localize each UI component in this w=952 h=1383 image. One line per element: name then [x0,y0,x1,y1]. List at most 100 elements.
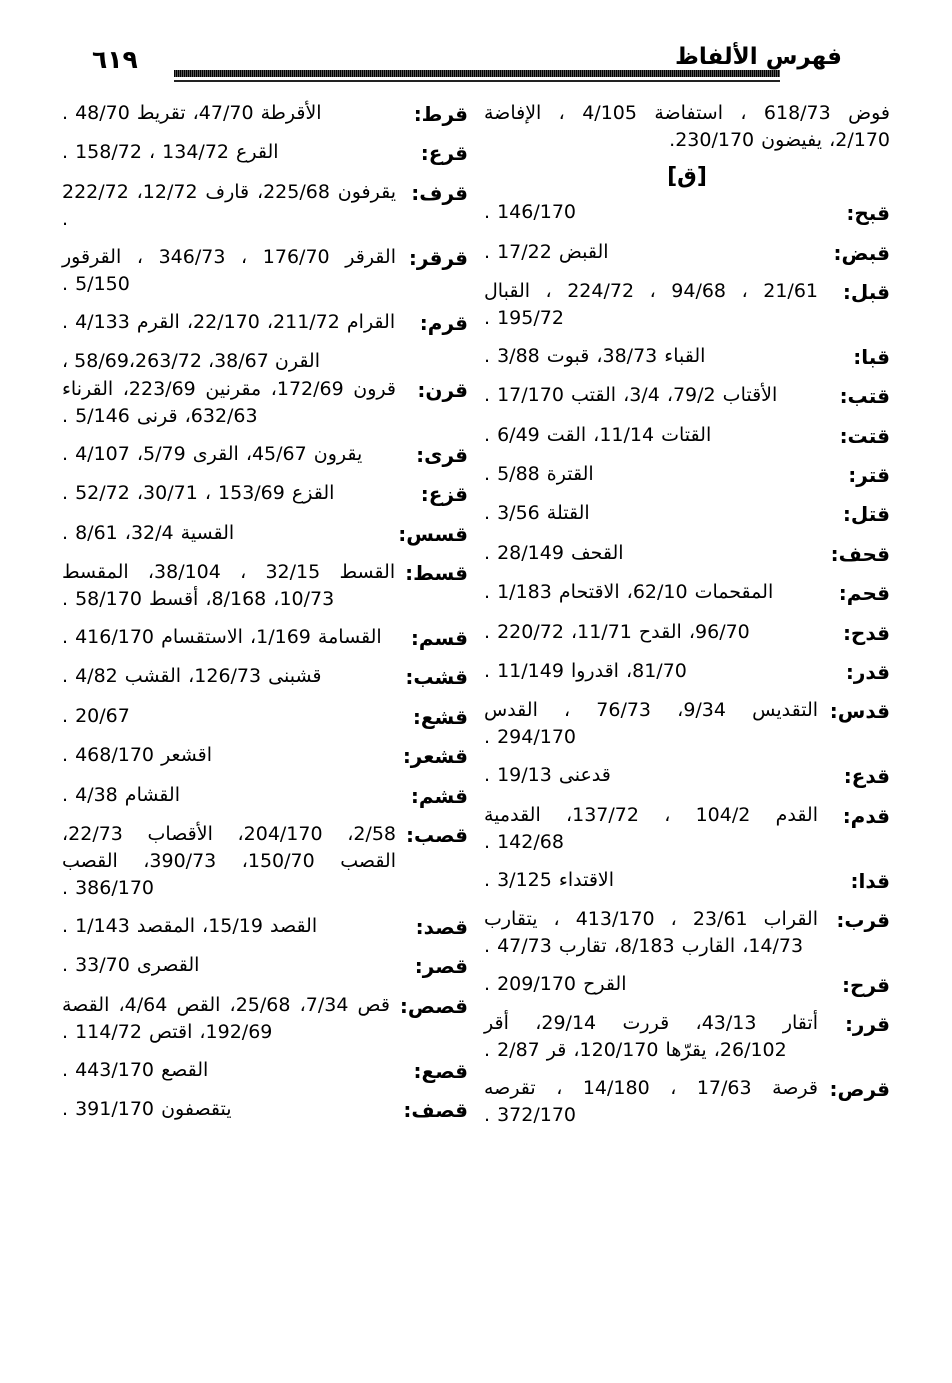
entry-headword: قدم: [842,803,890,828]
page-number: ٦١٩ [92,45,138,74]
entry-references: التقديس 9/34، 76/73 ، القدس 294/170 . [484,699,819,749]
entry-references: الأقتاب 79/2، 3/4، القتب 17/170 . [484,384,778,407]
column-left: قرط: الأقرطة 47/70، تقريط 48/70 . قرع: القر… [62,100,476,1340]
entry-references: القتلة 3/56 . [484,502,590,525]
entry-references: المقحمات 62/10، الاقتحام 1/183 . [484,581,774,604]
index-entry: قرص: قرصة 17/63 ، 14/180 ، تقرصه 372/170 … [484,1075,890,1129]
index-entry: قشع: 20/67 . [62,703,468,731]
section-letter-marker: [ق] [667,163,707,189]
column-right: فوض 618/73 ، استفاضة 4/105 ، الإفاضة 2/1… [476,100,890,1340]
index-entry: قشم: القشام 4/38 . [62,782,468,810]
entry-references: 2/58، 204/170، الأقصاب 22/73، القصب 150/… [62,823,397,899]
entry-references: القصرى 33/70 . [62,954,200,977]
index-entry: قبل: 21/61 ، 94/68 ، 224/72 ، القبال 195/… [484,278,890,332]
entry-headword: قسس: [398,521,468,546]
entry-headword: قرقر: [408,245,468,270]
entry-references: يتقصفون 391/170 . [62,1098,232,1121]
index-entry: قتت: القتات 11/14، القت 6/49 . [484,422,890,450]
index-entry: قدح: 96/70، القدح 11/71، 220/72 . [484,619,890,647]
page-title: فهرس الألفاظ [674,44,842,70]
index-entry: قصع: القصع 443/170 . [62,1057,468,1085]
entry-references: فوض 618/73 ، استفاضة 4/105 ، الإفاضة 2/1… [484,102,890,151]
index-entry: قصر: القصرى 33/70 . [62,952,468,980]
index-entry: قرر: أتقار 43/13، قررت 29/14، أقر 26/102،… [484,1010,890,1064]
entry-headword: قرص: [829,1077,890,1102]
entry-references: القتات 11/14، القت 6/49 . [484,423,712,446]
entry-references: قرون 172/69، مقرنين 223/69، القرناء 632/… [62,378,396,427]
entry-headword: قرب: [836,908,890,933]
entry-headword: قرم: [419,310,468,335]
index-entry: قزع: القزع 153/69 ، 30/71، 52/72 . [62,480,468,508]
entry-headword: قتب: [839,384,890,409]
entry-references: القباء 38/73، قبوت 3/88 . [484,344,706,367]
index-entry: قرح: القرح 209/170 . [484,971,890,999]
entry-headword: قحف: [830,541,890,566]
entry-headword: قسط: [405,561,468,586]
entry-headword: قزع: [420,482,468,507]
entry-references: القرقر 176/70 ، 346/73 ، القرقور 5/150 . [62,245,396,295]
index-entry: قدع: قدعنى 19/13 . [484,762,890,790]
index-entry: قتل: القتلة 3/56 . [484,500,890,528]
index-entry: قحم: المقحمات 62/10، الاقتحام 1/183 . [484,579,890,607]
entry-references: اقشعر 468/170 . [62,744,213,767]
entry-references: القدم 104/2 ، 137/72، القدمية 142/68 . [484,803,818,853]
index-entry: قصد: القصد 15/19، المقصد 1/143 . [62,913,468,941]
entry-headword: قرن: [417,378,468,403]
entry-headword: قدح: [842,620,890,645]
entry-references: القرع 134/72 ، 158/72 . [62,141,279,164]
entry-references: 21/61 ، 94/68 ، 224/72 ، القبال 195/72 . [484,279,818,329]
entry-headword: قصب: [406,823,468,848]
index-entry: قبح: 146/170 . [484,199,890,227]
entry-references: القشام 4/38 . [62,783,180,806]
index-entry: قبا: القباء 38/73، قبوت 3/88 . [484,343,890,371]
entry-headword: قصر: [414,954,468,979]
entry-references: 146/170 . [484,201,577,224]
entry-references: القسية 32/4، 8/61 . [62,521,235,544]
entry-headword: قصد: [415,914,468,939]
index-entry: القرن 38/67، 58/69،263/72 ، قرن: قرون 172… [62,348,468,430]
entry-headword: قبا: [853,344,890,369]
entry-headword: قتت: [839,423,890,448]
entry-headword: قدا: [850,868,890,893]
entry-references: 20/67 . [62,704,130,727]
entry-headword: قسم: [410,626,468,651]
entry-headword: قصص: [399,993,468,1018]
index-entry: قشب: قشبنى 126/73، القشب 4/82 . [62,663,468,691]
entry-continuation: فوض 618/73 ، استفاضة 4/105 ، الإفاضة 2/1… [484,100,890,154]
entry-headword: قرح: [842,972,890,997]
header-rule [174,70,780,82]
entry-references: يقرون 45/67، القرى 5/79، 4/107 . [62,442,363,465]
entry-headword: قشم: [410,783,468,808]
entry-headword: قدع: [843,764,890,789]
entry-headword: قدر: [845,659,890,684]
index-entry: قدس: التقديس 9/34، 76/73 ، القدس 294/170 … [484,697,890,751]
entry-headword: قرى: [416,442,468,467]
entry-references: القسامة 1/169، الاستقسام 416/170 . [62,626,382,649]
index-entry: قدر: 81/70، اقدروا 11/149 . [484,658,890,686]
index-entry: قسط: القسط 32/15 ، 38/104، المقسط 10/73، … [62,559,468,613]
entry-headword: قرع: [420,141,468,166]
entry-headword: قصف: [403,1098,468,1123]
entry-references: قرصة 17/63 ، 14/180 ، تقرصه 372/170 . [484,1077,818,1127]
index-entry: قرب: القراب 23/61 ، 413/170 ، يتقارب 14/7… [484,906,890,960]
entry-headword: قشعر: [402,744,468,769]
entry-list-right: قبح: 146/170 . قبض: القبض 17/22 . قبل: 21/61 … [484,199,890,1129]
index-entry: قدا: الاقتداء 3/125 . [484,867,890,895]
index-entry: قصص: قص 7/34، 25/68، القص 4/64، القصة 192… [62,992,468,1046]
entry-references: يقرفون 225/68، قارف 12/72، 222/72 . [62,180,396,230]
index-entry: قرف: يقرفون 225/68، قارف 12/72، 222/72 . [62,179,468,233]
index-entry: قصف: يتقصفون 391/170 . [62,1096,468,1124]
index-entry: قرط: الأقرطة 47/70، تقريط 48/70 . [62,100,468,128]
entry-headword: قرر: [844,1012,890,1037]
index-entry: قسم: القسامة 1/169، الاستقسام 416/170 . [62,624,468,652]
entry-headword: قتر: [848,463,890,488]
entry-references: القصع 443/170 . [62,1058,209,1081]
entry-references: قشبنى 126/73، القشب 4/82 . [62,665,322,688]
index-entry: قدم: القدم 104/2 ، 137/72، القدمية 142/68… [484,802,890,856]
entry-references: القحف 28/149 . [484,541,624,564]
entry-main-row: قرن: قرون 172/69، مقرنين 223/69، القرناء … [62,376,468,430]
entry-headword: قشع: [412,704,468,729]
entry-references: القبض 17/22 . [484,240,609,263]
entry-references: الاقتداء 3/125 . [484,868,615,891]
